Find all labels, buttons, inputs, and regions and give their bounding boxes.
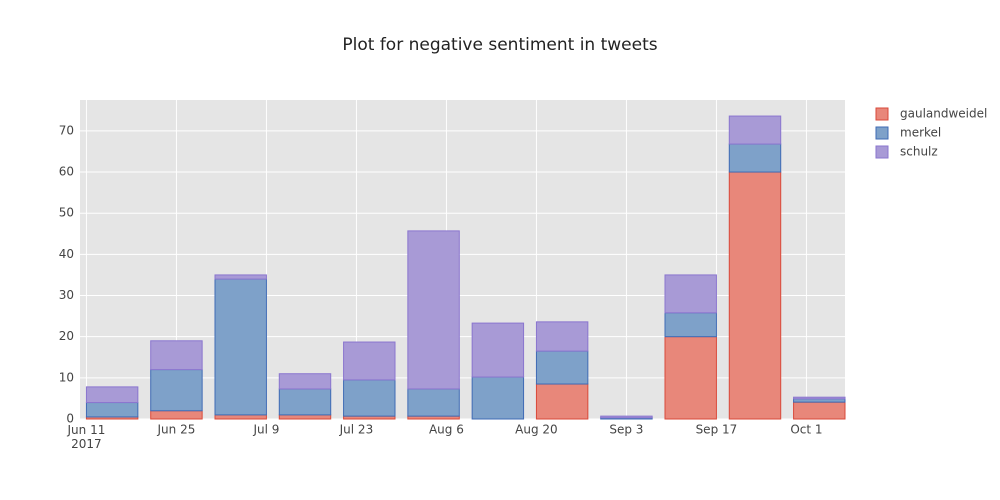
x-tick-label: Oct 1 xyxy=(790,423,822,437)
bar-segment xyxy=(793,401,846,420)
x-tick-label: Aug 6 xyxy=(429,423,464,437)
bar-segment xyxy=(471,376,525,420)
legend-swatch xyxy=(875,126,889,140)
y-tick-label: 10 xyxy=(59,370,74,384)
bar-segment xyxy=(150,340,203,371)
x-tick-label: Aug 20 xyxy=(515,423,558,437)
bar-segment xyxy=(535,321,589,352)
bar-segment xyxy=(407,230,460,390)
y-tick-label: 50 xyxy=(59,206,74,220)
bar-segment xyxy=(343,379,396,417)
legend-label: gaulandweidel xyxy=(900,107,987,121)
bar-segment xyxy=(214,278,267,416)
bar-segment xyxy=(278,373,332,390)
x-tick-label: Jul 23 xyxy=(339,423,374,437)
bar-segment xyxy=(664,336,717,420)
bar-segment xyxy=(214,274,267,280)
bar-segment xyxy=(85,386,139,404)
legend-swatch xyxy=(875,145,889,159)
bar-segment xyxy=(471,322,525,378)
bar-segment xyxy=(85,402,139,418)
y-tick-label: 40 xyxy=(59,247,74,261)
chart-title: Plot for negative sentiment in tweets xyxy=(342,35,657,55)
legend-label: merkel xyxy=(900,126,941,140)
bar-segment xyxy=(728,171,782,420)
bar-segment xyxy=(150,369,203,412)
bar-segment xyxy=(214,414,267,420)
x-tick-label: Jul 9 xyxy=(252,423,279,437)
y-tick-label: 60 xyxy=(59,165,74,179)
bar-segment xyxy=(278,414,332,420)
bar-segment xyxy=(343,341,396,381)
bar-segment xyxy=(664,312,717,338)
x-tick-label: Sep 17 xyxy=(696,423,738,437)
x-tick-label: Jun 25 xyxy=(157,423,196,437)
bar-segment xyxy=(728,115,782,145)
plot-background xyxy=(80,100,845,419)
y-tick-label: 20 xyxy=(59,329,74,343)
bar-segment xyxy=(407,388,460,417)
legend-label: schulz xyxy=(900,145,938,159)
bar-segment xyxy=(278,388,332,416)
y-tick-label: 30 xyxy=(59,288,74,302)
bar-segment xyxy=(664,274,717,314)
bar-segment xyxy=(728,143,782,173)
y-tick-label: 0 xyxy=(66,412,74,426)
bar-segment xyxy=(793,396,846,400)
x-tick-label: Sep 3 xyxy=(609,423,643,437)
bar-segment xyxy=(150,410,203,420)
bar-segment xyxy=(535,350,589,385)
bar-segment xyxy=(600,415,653,419)
legend-swatch xyxy=(875,107,889,121)
x-tick-label: Jun 11 2017 xyxy=(67,423,106,451)
bar-segment xyxy=(535,383,589,420)
y-tick-label: 70 xyxy=(59,123,74,137)
